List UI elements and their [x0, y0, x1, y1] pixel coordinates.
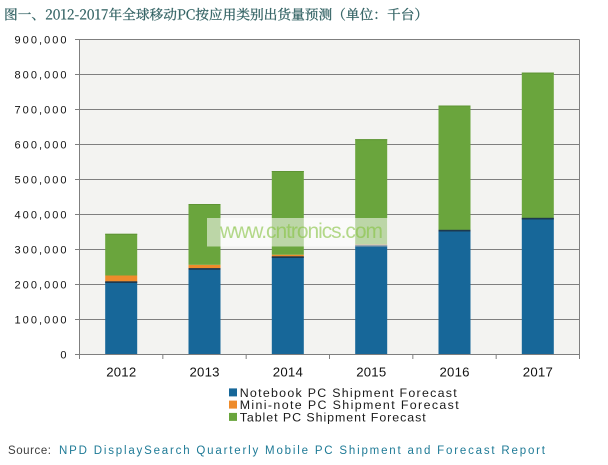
svg-text:2012: 2012 [106, 364, 136, 379]
svg-text:0: 0 [60, 350, 66, 362]
svg-text:2014: 2014 [273, 364, 303, 379]
svg-text:600,000: 600,000 [15, 140, 67, 152]
svg-text:2016: 2016 [440, 364, 470, 379]
svg-text:500,000: 500,000 [15, 175, 67, 187]
svg-text:300,000: 300,000 [15, 245, 67, 257]
svg-text:Source:: Source: [8, 445, 51, 457]
svg-text:900,000: 900,000 [15, 35, 67, 47]
svg-text:100,000: 100,000 [15, 315, 67, 327]
svg-text:www.cntronics.com: www.cntronics.com [219, 220, 383, 243]
svg-text:Tablet PC Shipment Forecast: Tablet PC Shipment Forecast [240, 410, 427, 424]
svg-text:400,000: 400,000 [15, 210, 67, 222]
svg-text:700,000: 700,000 [15, 105, 67, 117]
svg-text:Notebook PC Shipment Forecast: Notebook PC Shipment Forecast [240, 386, 458, 400]
svg-text:2015: 2015 [356, 364, 386, 379]
svg-text:NPD DisplaySearch Quarterly Mo: NPD DisplaySearch Quarterly Mobile PC Sh… [59, 445, 546, 457]
svg-text:200,000: 200,000 [15, 280, 67, 292]
svg-text:800,000: 800,000 [15, 70, 67, 82]
svg-text:2017: 2017 [523, 364, 553, 379]
svg-text:2013: 2013 [190, 364, 220, 379]
